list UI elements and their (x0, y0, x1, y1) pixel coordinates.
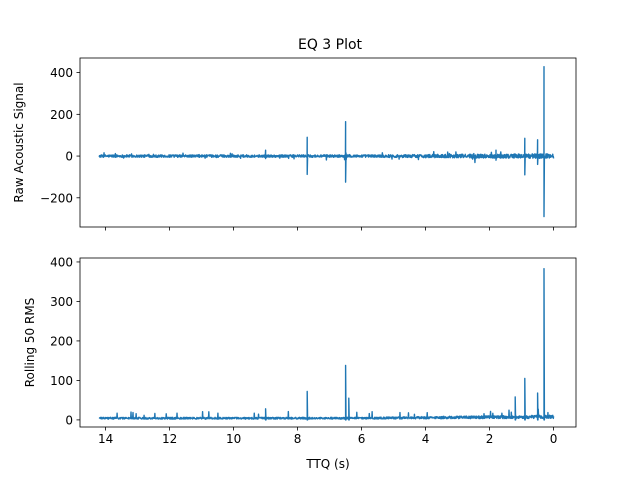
bottom-x-tick-label: 4 (422, 432, 430, 446)
top-y-tick-label: −200 (40, 191, 73, 205)
x-axis-label: TTQ (s) (305, 457, 349, 471)
bottom-axes-frame (79, 257, 577, 428)
top-y-tick-label: 400 (50, 66, 73, 80)
top-y-tick-label: 0 (65, 150, 73, 164)
bottom-series-rolling-rms (98, 267, 555, 421)
top-y-axis-label: Raw Acoustic Signal (12, 82, 26, 202)
bottom-series-line (98, 267, 555, 421)
bottom-x-tick-label: 8 (294, 432, 302, 446)
bottom-y-tick-label: 0 (65, 413, 73, 427)
top-axes-frame (79, 57, 577, 228)
bottom-x-tick-label: 14 (98, 432, 113, 446)
bottom-x-tick-label: 10 (226, 432, 241, 446)
bottom-x-tick-label: 6 (358, 432, 366, 446)
bottom-y-tick-label: 300 (50, 295, 73, 309)
chart-title: EQ 3 Plot (298, 37, 363, 53)
top-y-tick-label: 200 (50, 108, 73, 122)
top-axes: −200 0 200 400 Raw Acoustic Signal (12, 57, 577, 231)
bottom-x-tick-label: 12 (162, 432, 177, 446)
bottom-y-tick-label: 100 (50, 374, 73, 388)
top-series-raw-acoustic-signal (98, 66, 555, 218)
bottom-y-axis-label: Rolling 50 RMS (23, 298, 37, 388)
bottom-y-tick-label: 400 (50, 255, 73, 269)
top-series-line (98, 66, 555, 218)
bottom-x-tick-label: 0 (550, 432, 558, 446)
bottom-x-tick-label: 2 (486, 432, 494, 446)
top-axes-ticks: −200 0 200 400 (40, 66, 554, 231)
bottom-y-tick-label: 200 (50, 334, 73, 348)
